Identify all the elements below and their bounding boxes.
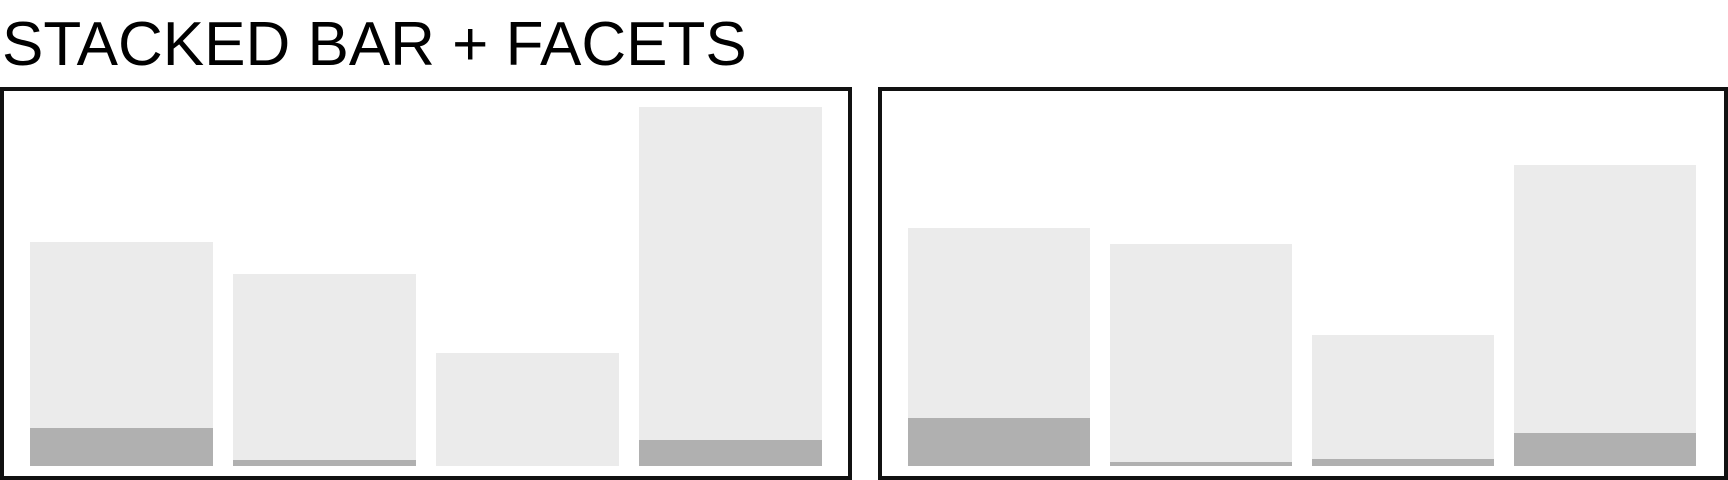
facet-2-bar-2-segment-2 — [1110, 244, 1292, 462]
facet-1-bar-2-segment-1 — [233, 460, 416, 466]
facet-1-bar-1-segment-2 — [30, 242, 213, 428]
facet-2-bar-4-segment-2 — [1514, 165, 1696, 433]
facet-2-bar-4-segment-1 — [1514, 433, 1696, 466]
facet-2-chart — [908, 165, 1696, 466]
facet-1-chart — [30, 107, 822, 466]
facet-2-bar-3-segment-1 — [1312, 459, 1494, 466]
facet-2-bar-2-segment-1 — [1110, 462, 1292, 466]
facet-1-bar-2-segment-2 — [233, 274, 416, 460]
facet-1-bar-4-segment-2 — [639, 107, 822, 440]
facet-2-bar-3-segment-2 — [1312, 335, 1494, 459]
facet-panel-1 — [0, 87, 852, 480]
facet-1-bar-1-segment-1 — [30, 428, 213, 466]
facet-1-bar-4-segment-1 — [639, 440, 822, 466]
facet-2-bar-1-segment-2 — [908, 228, 1090, 418]
facet-panel-2 — [878, 87, 1728, 480]
facet-2-bar-1-segment-1 — [908, 418, 1090, 466]
facet-1-bar-3-segment-2 — [436, 353, 619, 466]
page-title: STACKED BAR + FACETS — [2, 10, 747, 79]
